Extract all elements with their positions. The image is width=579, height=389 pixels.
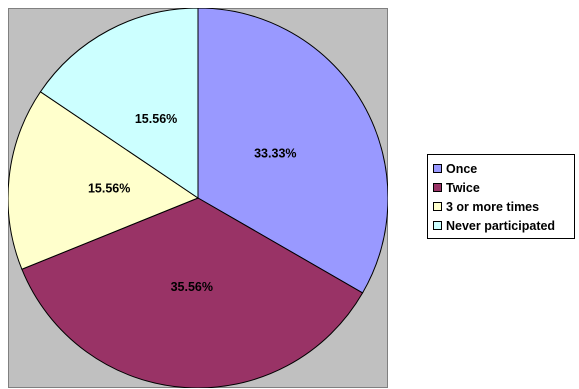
pie-slice-3-or-more <box>8 91 200 270</box>
legend-item-once: Once <box>433 159 574 178</box>
legend-item-twice: Twice <box>433 178 574 197</box>
legend-swatch-twice <box>433 183 442 192</box>
legend-item-never: Never participated <box>433 216 574 235</box>
legend-label-3-or-more: 3 or more times <box>446 199 540 214</box>
legend: Once Twice 3 or more times Never partici… <box>427 154 575 239</box>
data-label-never: 15.56% <box>135 112 177 126</box>
data-label-once: 33.33% <box>254 146 296 160</box>
legend-item-3-or-more: 3 or more times <box>433 197 574 216</box>
pie-plot-area: 33.33% 35.56% 15.56% 15.56% <box>8 8 388 388</box>
pie-slice-twice <box>21 197 364 388</box>
pie-slice-once <box>197 8 388 294</box>
legend-label-twice: Twice <box>446 180 480 195</box>
data-label-twice: 35.56% <box>171 280 213 294</box>
pie-slice-never <box>39 8 199 199</box>
data-label-3-or-more: 15.56% <box>88 182 130 196</box>
legend-label-once: Once <box>446 161 478 176</box>
legend-swatch-3-or-more <box>433 202 442 211</box>
legend-label-never: Never participated <box>446 218 556 233</box>
legend-swatch-once <box>433 164 442 173</box>
legend-swatch-never <box>433 221 442 230</box>
